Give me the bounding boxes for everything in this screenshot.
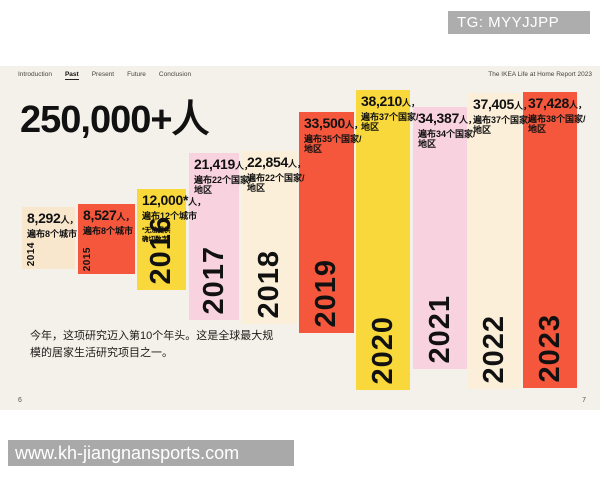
url-watermark: www.kh-jiangnansports.com <box>8 440 294 466</box>
bar-year-label: 2022 <box>478 315 510 384</box>
bar-value: 8,292 <box>27 210 61 226</box>
bar-value-unit: 人， <box>514 101 533 111</box>
nav-item-past[interactable]: Past <box>64 71 79 80</box>
bar-coverage-desc: 遍布37个国家/地区 <box>361 111 419 133</box>
chart-bar-2014: 8,292人， 遍布8个城市 2014 <box>22 207 79 269</box>
bar-year-label: 2020 <box>366 316 399 385</box>
bar-value-label: 38,210人， 遍布37个国家/地区 <box>356 90 420 133</box>
bar-value-label: 34,387人， 遍布34个国家/地区 <box>413 107 477 150</box>
bar-coverage-desc: 遍布12个城市 <box>142 210 198 221</box>
bar-value-unit: 人， <box>402 98 421 108</box>
bar-year-label: 2017 <box>197 246 230 315</box>
bar-year-label: 2019 <box>310 259 342 328</box>
chart-bar-2018: 22,854人， 遍布22个国家/地区 2018 <box>242 151 306 324</box>
bar-year-label: 2021 <box>423 295 456 364</box>
bar-value: 22,854 <box>247 154 289 170</box>
bar-value-unit: 人， <box>188 197 207 207</box>
bar-value: 12,000* <box>142 192 189 208</box>
bar-value: 21,419 <box>194 156 236 172</box>
bar-value-label: 37,405人， 遍布37个国家/地区 <box>468 93 532 136</box>
chart-bar-2016: 12,000*人， 遍布12个城市 *无法提供 确切数字 2016 <box>137 189 206 290</box>
chart-bar-2021: 34,387人， 遍布34个国家/地区 2021 <box>413 107 477 369</box>
tg-watermark-text: TG: MYYJJPP <box>457 14 560 31</box>
report-title: The IKEA Life at Home Report 2023 <box>488 71 592 78</box>
bar-value-label: 22,854人， 遍布22个国家/地区 <box>242 151 306 194</box>
bar-coverage-desc: 遍布22个国家/地区 <box>247 172 305 194</box>
bar-value-label: 37,428人， 遍布38个国家/地区 <box>523 92 587 135</box>
bar-value-label: 8,527人， 遍布8个城市 <box>78 204 135 236</box>
bar-coverage-desc: 遍布8个城市 <box>27 228 78 239</box>
intro-paragraph: 今年，这项研究迈入第10个年头。这是全球最大规模的居家生活研究项目之一。 <box>30 330 274 359</box>
report-slide: Introduction Past Present Future Conclusion … <box>0 66 600 410</box>
participants-bar-chart: 8,292人， 遍布8个城市 2014 8,527人， 遍布8个城市 2015 12,000… <box>0 66 600 410</box>
bar-coverage-desc: 遍布8个城市 <box>83 225 134 236</box>
chart-bar-2020: 38,210人， 遍布37个国家/地区 2020 <box>356 90 420 390</box>
chart-bar-2019: 33,500人， 遍布35个国家/地区 2019 <box>299 112 363 333</box>
page-number-right: 7 <box>582 397 586 404</box>
bar-coverage-desc: 遍布38个国家/地区 <box>528 113 586 135</box>
chart-bar-2017: 21,419人， 遍布22个国家/地区 2017 <box>189 153 253 320</box>
bar-value-unit: 人， <box>235 161 254 171</box>
nav-item-present[interactable]: Present <box>91 71 115 78</box>
bar-coverage-desc: 遍布37个国家/地区 <box>473 114 531 136</box>
bar-value-unit: 人， <box>288 159 307 169</box>
bar-value-label: 12,000*人， 遍布12个城市 <box>137 189 206 221</box>
bar-year-label: 2016 <box>145 216 177 285</box>
bar-value-label: 21,419人， 遍布22个国家/地区 <box>189 153 253 196</box>
slide-nav: Introduction Past Present Future Conclusion <box>18 71 191 80</box>
bar-value-unit: 人， <box>569 100 588 110</box>
bar-value-label: 33,500人， 遍布35个国家/地区 <box>299 112 363 155</box>
bar-value: 33,500 <box>304 115 346 131</box>
bar-value: 34,387 <box>418 110 460 126</box>
nav-item-conclusion[interactable]: Conclusion <box>158 71 192 78</box>
headline-total-participants: 250,000+人 <box>20 99 210 141</box>
bar-value-label: 8,292人， 遍布8个城市 <box>22 207 79 239</box>
tg-watermark: TG: MYYJJPP <box>448 11 590 34</box>
nav-item-future[interactable]: Future <box>127 71 146 78</box>
bar-value: 8,527 <box>83 207 117 223</box>
page-number-left: 6 <box>18 397 22 404</box>
chart-bar-2015: 8,527人， 遍布8个城市 2015 <box>78 204 135 274</box>
bar-year-label: 2015 <box>82 246 93 271</box>
bar-coverage-desc: 遍布34个国家/地区 <box>418 128 476 150</box>
bar-year-label: 2023 <box>533 314 566 383</box>
chart-bar-2023: 37,428人， 遍布38个国家/地区 2023 <box>523 92 587 388</box>
url-watermark-text: www.kh-jiangnansports.com <box>15 443 240 463</box>
bar-year-label: 2014 <box>26 241 37 266</box>
bar-footnote: *无法提供 确切数字 <box>142 227 171 244</box>
bar-value-unit: 人， <box>345 120 364 130</box>
bar-value-unit: 人， <box>60 215 79 225</box>
bar-coverage-desc: 遍布22个国家/地区 <box>194 174 252 196</box>
bar-value-unit: 人， <box>116 212 135 222</box>
bar-value: 37,405 <box>473 96 515 112</box>
nav-item-introduction[interactable]: Introduction <box>18 71 52 78</box>
bar-value-unit: 人， <box>459 115 478 125</box>
bar-coverage-desc: 遍布35个国家/地区 <box>304 133 362 155</box>
bar-year-label: 2018 <box>253 250 285 319</box>
chart-bar-2022: 37,405人， 遍布37个国家/地区 2022 <box>468 93 532 389</box>
bar-value: 38,210 <box>361 93 403 109</box>
bar-value: 37,428 <box>528 95 570 111</box>
